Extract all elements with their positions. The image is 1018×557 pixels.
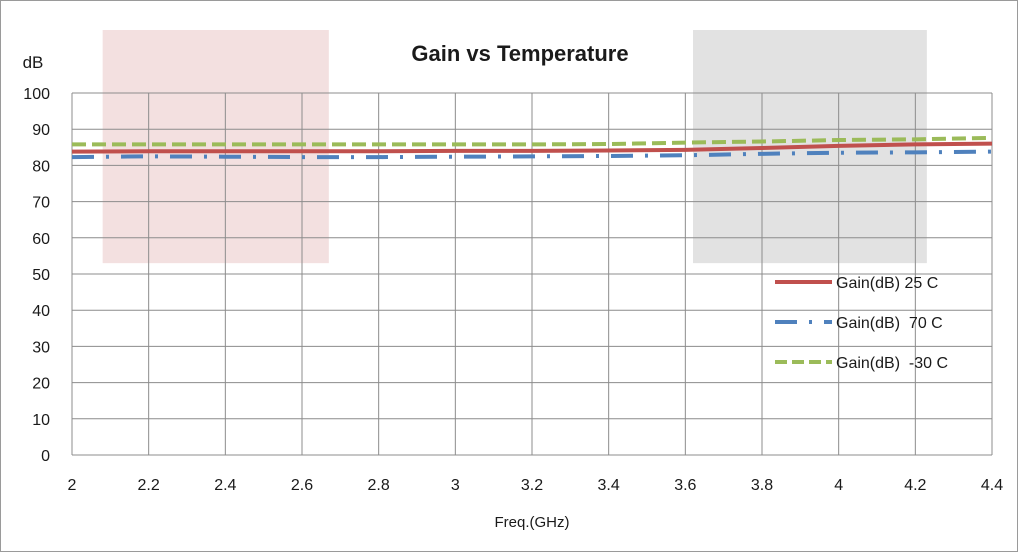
y-tick-labels: 0 10 20 30 40 50 60 70 80 90 100 (23, 86, 50, 465)
x-tick-label: 4.2 (904, 477, 926, 494)
x-tick-labels: 2 2.2 2.4 2.6 2.8 3 3.2 3.4 3.6 3.8 4 4.2 4.4 (68, 477, 1004, 494)
x-tick-label: 3.8 (751, 477, 773, 494)
y-tick-label: 50 (32, 267, 50, 284)
y-tick-label: 30 (32, 339, 50, 356)
chart-title: Gain vs Temperature (411, 41, 628, 66)
x-tick-label: 3.6 (674, 477, 696, 494)
y-tick-label: 10 (32, 412, 50, 429)
x-tick-label: 3 (451, 477, 460, 494)
x-tick-label: 2.4 (214, 477, 236, 494)
y-axis-title: dB (23, 53, 44, 72)
gridlines (71, 92, 993, 456)
x-tick-label: 2 (68, 477, 77, 494)
legend-label-3: Gain(dB) -30 C (836, 355, 948, 372)
series-line-3 (72, 135, 993, 147)
y-tick-label: 90 (32, 122, 50, 139)
series-line-2 (71, 149, 993, 160)
y-tick-label: 60 (32, 231, 50, 248)
y-tick-label: 100 (23, 86, 50, 103)
legend: Gain(dB) 25 C Gain(dB) 70 C Gain(dB) -30 C (775, 275, 948, 372)
series-line-1 (71, 141, 993, 154)
x-tick-label: 2.2 (138, 477, 160, 494)
y-tick-label: 70 (32, 195, 50, 212)
y-tick-label: 40 (32, 303, 50, 320)
highlight-band-1 (102, 30, 329, 264)
x-tick-label: 3.4 (598, 477, 620, 494)
x-tick-label: 2.6 (291, 477, 313, 494)
y-tick-label: 20 (32, 376, 50, 393)
x-axis-title: Freq.(GHz) (495, 514, 570, 531)
legend-label-2: Gain(dB) 70 C (836, 315, 943, 332)
x-tick-label: 2.8 (368, 477, 390, 494)
y-tick-label: 80 (32, 158, 50, 175)
x-tick-label: 4 (834, 477, 843, 494)
legend-label-1: Gain(dB) 25 C (836, 275, 938, 292)
series-lines (71, 135, 993, 160)
y-tick-label: 0 (41, 448, 50, 465)
x-tick-label: 4.4 (981, 477, 1003, 494)
x-tick-label: 3.2 (521, 477, 543, 494)
